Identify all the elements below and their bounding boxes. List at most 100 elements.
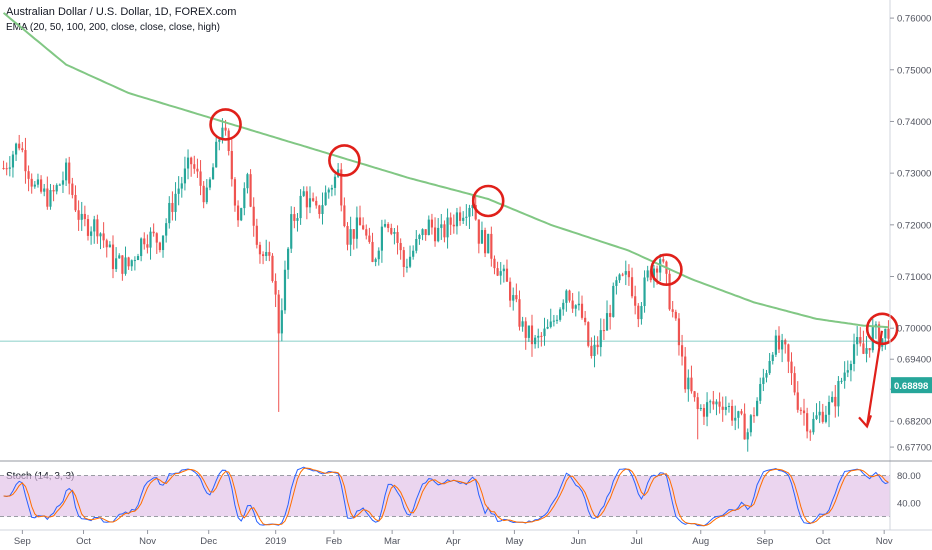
candle-body bbox=[824, 414, 827, 422]
candle-body bbox=[218, 139, 221, 142]
candle-body bbox=[496, 268, 499, 276]
candles-layer bbox=[0, 118, 890, 452]
candle-body bbox=[415, 238, 418, 251]
candle-body bbox=[543, 328, 546, 337]
candle-body bbox=[136, 256, 140, 261]
candle-body bbox=[559, 309, 562, 320]
x-tick-label: Nov bbox=[139, 536, 156, 547]
candle-body bbox=[105, 240, 108, 248]
candle-body bbox=[821, 411, 824, 422]
candle-body bbox=[230, 150, 233, 180]
candle-body bbox=[709, 401, 712, 403]
candle-body bbox=[849, 363, 853, 371]
stoch-d-line bbox=[3, 467, 889, 527]
candle-body bbox=[330, 187, 333, 190]
candle-body bbox=[806, 413, 809, 432]
candle-body bbox=[399, 242, 402, 251]
candle-body bbox=[349, 229, 352, 245]
x-tick-label: Jun bbox=[571, 536, 586, 547]
candle-body bbox=[727, 405, 731, 407]
candle-body bbox=[352, 229, 355, 239]
candle-body bbox=[877, 324, 881, 347]
candle-body bbox=[65, 162, 68, 181]
candle-body bbox=[777, 335, 781, 350]
candle-body bbox=[30, 178, 33, 187]
y-tick-label: 0.76000 bbox=[897, 14, 931, 25]
candle-body bbox=[537, 335, 540, 338]
candle-body bbox=[252, 206, 255, 226]
candle-body bbox=[793, 373, 796, 393]
candle-body bbox=[524, 321, 527, 338]
candle-body bbox=[599, 330, 602, 348]
candle-body bbox=[809, 431, 812, 433]
candle-body bbox=[387, 224, 390, 228]
candle-body bbox=[11, 154, 15, 168]
candle-body bbox=[371, 241, 374, 262]
stoch-k-line bbox=[3, 466, 889, 527]
candle-body bbox=[487, 233, 490, 254]
candle-body bbox=[183, 168, 187, 184]
candle-body bbox=[161, 235, 165, 251]
candle-body bbox=[327, 189, 330, 193]
candle-body bbox=[358, 217, 362, 226]
x-tick-label: Feb bbox=[326, 536, 342, 547]
candle-body bbox=[765, 373, 768, 378]
candle-body bbox=[18, 143, 21, 149]
candle-body bbox=[33, 184, 36, 187]
highlight-circle bbox=[209, 108, 242, 141]
candle-body bbox=[318, 205, 321, 214]
candle-body bbox=[827, 401, 831, 415]
down-arrow-head bbox=[858, 415, 873, 429]
candle-body bbox=[856, 337, 859, 345]
y-tick-label: 0.72000 bbox=[897, 220, 931, 231]
candle-body bbox=[21, 148, 24, 151]
candle-body bbox=[174, 193, 177, 212]
candle-body bbox=[796, 392, 799, 410]
candle-body bbox=[211, 167, 215, 180]
candle-body bbox=[737, 411, 740, 418]
candle-body bbox=[449, 217, 452, 225]
candle-body bbox=[255, 225, 258, 245]
x-tick-label: Dec bbox=[200, 536, 217, 547]
indicator-label: EMA (20, 50, 100, 200, close, close, clo… bbox=[6, 22, 221, 33]
candle-body bbox=[618, 274, 621, 281]
candle-body bbox=[224, 127, 227, 131]
candle-body bbox=[152, 231, 155, 234]
candle-body bbox=[684, 356, 687, 390]
candle-body bbox=[333, 176, 337, 188]
candle-body bbox=[865, 348, 868, 354]
candle-body bbox=[39, 179, 43, 192]
y-tick-label: 0.75000 bbox=[897, 65, 931, 76]
candle-body bbox=[68, 162, 71, 184]
candle-body bbox=[465, 216, 468, 218]
candle-body bbox=[815, 415, 818, 419]
candle-body bbox=[734, 417, 737, 421]
y-tick-label: 0.70000 bbox=[897, 324, 931, 335]
candle-body bbox=[731, 405, 734, 421]
candle-body bbox=[687, 377, 690, 390]
candle-body bbox=[662, 259, 665, 262]
candle-body bbox=[171, 202, 174, 212]
candle-body bbox=[634, 296, 637, 306]
stoch-tick-label: 40.00 bbox=[897, 498, 921, 509]
candle-body bbox=[155, 233, 158, 243]
candle-body bbox=[402, 250, 405, 267]
candle-body bbox=[302, 191, 305, 196]
candle-body bbox=[93, 219, 96, 232]
x-tick-label: Apr bbox=[446, 536, 461, 547]
candle-body bbox=[627, 271, 631, 278]
candle-body bbox=[527, 325, 530, 338]
candle-body bbox=[712, 401, 715, 405]
candle-body bbox=[430, 219, 434, 228]
candle-body bbox=[518, 299, 521, 327]
candle-body bbox=[887, 328, 890, 339]
candle-body bbox=[612, 285, 615, 317]
candle-body bbox=[624, 271, 627, 275]
x-tick-label: Sep bbox=[14, 536, 31, 547]
candle-body bbox=[80, 213, 83, 220]
candle-body bbox=[258, 244, 262, 255]
candle-body bbox=[180, 183, 183, 189]
candle-body bbox=[871, 327, 874, 351]
candle-body bbox=[462, 217, 465, 221]
